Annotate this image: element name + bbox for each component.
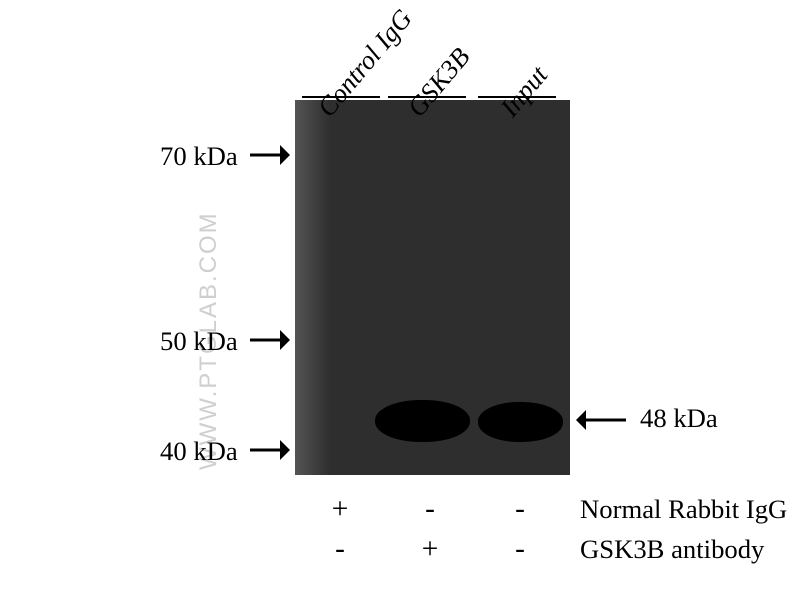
condition-label-r0: Normal Rabbit IgG [580,494,787,525]
marker-label-40kda: 40 kDa [160,436,238,467]
condition-cell-r1c1: + [415,533,445,566]
marker-arrow-40kda [250,440,290,460]
marker-arrow-50kda [250,330,290,350]
band-input-lane [478,402,563,442]
lane-header-underline-1 [302,96,380,98]
band-gsk3b-lane [375,400,470,442]
marker-arrow-70kda [250,145,290,165]
condition-cell-r0c0: + [325,493,355,526]
marker-label-50kda: 50 kDa [160,326,238,357]
condition-cell-r1c0: - [325,533,355,566]
condition-cell-r0c2: - [505,493,535,526]
marker-label-70kda: 70 kDa [160,141,238,172]
lane-header-underline-3 [478,96,556,98]
band-annotation-label: 48 kDa [640,403,718,434]
western-blot-figure: WWW.PTGLAB.COM 70 kDa 50 kDa 40 kDa Cont… [0,0,800,600]
condition-label-r1: GSK3B antibody [580,534,764,565]
band-annotation-arrow [576,410,626,435]
condition-cell-r0c1: - [415,493,445,526]
condition-cell-r1c2: - [505,533,535,566]
lane-header-underline-2 [388,96,466,98]
